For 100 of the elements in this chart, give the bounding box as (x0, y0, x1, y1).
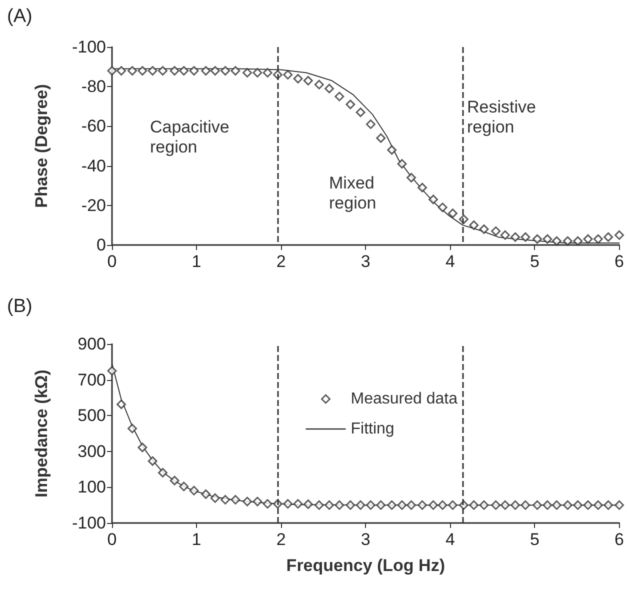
y-tick-label: -40 (81, 156, 106, 176)
point (242, 496, 252, 506)
y-tick-label: 300 (78, 442, 106, 461)
point (220, 66, 230, 76)
point (542, 234, 552, 244)
point (293, 499, 303, 509)
point (324, 500, 334, 510)
point (552, 500, 562, 510)
y-tick-label: 500 (78, 406, 106, 426)
point (573, 236, 583, 246)
point (542, 500, 552, 510)
point (376, 133, 386, 143)
y-tick-label: -100 (72, 38, 106, 56)
point (573, 500, 583, 510)
x-tick-label: 3 (360, 530, 370, 549)
point (179, 66, 189, 76)
point (406, 172, 416, 182)
point (283, 70, 293, 80)
x-tick-label: 6 (614, 252, 624, 271)
point (479, 500, 489, 510)
x-tick-label: 4 (445, 530, 455, 549)
point (418, 182, 428, 192)
y-tick-label: -80 (81, 77, 106, 96)
y-tick-label: 900 (78, 334, 106, 354)
x-tick-label: 1 (192, 530, 202, 549)
point (510, 500, 520, 510)
point (334, 92, 344, 102)
point (448, 208, 458, 218)
x-tick-label: 5 (530, 530, 540, 549)
point (334, 500, 344, 510)
point (356, 500, 366, 510)
point (346, 500, 356, 510)
y-axis-title: Impedance (kΩ) (32, 370, 51, 498)
point (469, 500, 479, 510)
point (366, 500, 376, 510)
point (397, 500, 407, 510)
point (428, 500, 438, 510)
point (201, 489, 211, 499)
annotation: Capacitive region (150, 118, 234, 156)
point (552, 236, 562, 246)
legend-label: Fitting (350, 420, 394, 438)
point (210, 493, 220, 503)
point (356, 108, 366, 118)
point (242, 68, 252, 78)
point (252, 496, 262, 506)
x-tick-label: 6 (614, 530, 624, 549)
point (562, 500, 572, 510)
point (593, 500, 603, 510)
legend-label: Measured data (350, 390, 458, 408)
point (491, 226, 501, 236)
point (230, 494, 240, 504)
point (189, 486, 199, 496)
point (128, 424, 138, 434)
x-tick-label: 1 (192, 252, 202, 271)
point (614, 230, 624, 240)
point (220, 494, 230, 504)
point (418, 500, 428, 510)
point (148, 456, 158, 466)
point (448, 500, 458, 510)
point (303, 499, 313, 509)
x-tick-label: 2 (276, 252, 286, 271)
point (366, 119, 376, 129)
point (532, 500, 542, 510)
point (324, 84, 334, 94)
point (210, 66, 220, 76)
y-tick-label: 100 (78, 478, 106, 497)
point (252, 68, 262, 78)
point (469, 220, 479, 230)
point (479, 224, 489, 234)
point (532, 234, 542, 244)
point (303, 76, 313, 86)
point (376, 500, 386, 510)
point (158, 468, 168, 478)
point (397, 159, 407, 169)
point (158, 66, 168, 76)
y-tick-label: -20 (81, 196, 106, 215)
point (138, 442, 148, 452)
y-tick-label: 700 (78, 370, 106, 390)
point (262, 68, 272, 78)
point (583, 234, 593, 244)
point (170, 476, 180, 486)
point (500, 230, 510, 240)
point (148, 66, 158, 76)
y-tick-label: 0 (96, 236, 106, 254)
point (107, 366, 117, 376)
point (604, 232, 614, 242)
point (107, 66, 117, 76)
point (438, 202, 448, 212)
point (314, 500, 324, 510)
point (562, 236, 572, 246)
chart-title: (A) (7, 6, 32, 27)
point (520, 500, 530, 510)
x-tick-label: 4 (445, 252, 455, 271)
point (346, 100, 356, 110)
point (604, 500, 614, 510)
x-tick-label: 2 (276, 530, 286, 549)
point (179, 482, 189, 492)
point (116, 66, 126, 76)
point (201, 66, 211, 76)
point (314, 80, 324, 90)
